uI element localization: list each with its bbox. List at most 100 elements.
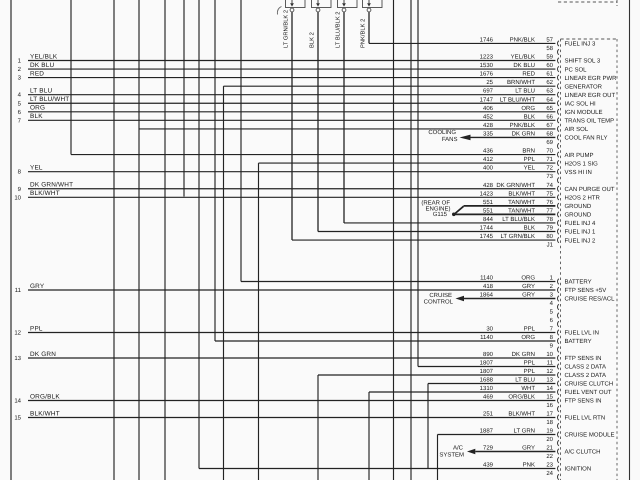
svg-text:551: 551 [483,199,494,206]
svg-text:14: 14 [546,385,553,392]
svg-text:LINEAR EGR PWR: LINEAR EGR PWR [565,75,618,82]
svg-text:J1: J1 [547,242,554,249]
svg-text:PPL: PPL [524,326,536,333]
svg-text:PNK/BLK 2: PNK/BLK 2 [360,19,367,48]
svg-text:LINEAR EGR OUT: LINEAR EGR OUT [565,92,616,99]
svg-text:FUEL LVL RTN: FUEL LVL RTN [565,415,606,422]
svg-text:729: 729 [483,445,494,452]
svg-text:GENERATOR: GENERATOR [565,83,603,90]
svg-text:10: 10 [14,194,21,201]
svg-text:CRUISE: CRUISE [429,292,452,299]
svg-text:61: 61 [546,71,553,78]
svg-text:1: 1 [550,275,554,282]
svg-text:A/C CLUTCH: A/C CLUTCH [565,449,601,456]
svg-text:CRUISE MODULE: CRUISE MODULE [565,432,615,439]
svg-text:67: 67 [546,122,553,129]
svg-text:1747: 1747 [480,96,494,103]
svg-text:VSS HI IN: VSS HI IN [565,169,592,176]
svg-text:GRY: GRY [30,283,45,290]
svg-text:YEL/BLK: YEL/BLK [511,54,535,61]
svg-text:335: 335 [483,130,494,137]
svg-text:PNK: PNK [523,462,535,469]
svg-text:BRN: BRN [522,148,535,155]
svg-text:12: 12 [546,368,553,375]
svg-text:CRUISE RES/ACL: CRUISE RES/ACL [565,296,616,303]
svg-text:30: 30 [486,326,493,333]
svg-text:74: 74 [546,182,553,189]
svg-text:LT BLU/WHT: LT BLU/WHT [30,96,69,103]
svg-text:DK GRN/WHT: DK GRN/WHT [30,182,73,189]
svg-text:14: 14 [14,398,21,405]
svg-text:25: 25 [486,79,493,86]
svg-text:63: 63 [546,88,553,95]
svg-text:428: 428 [483,182,494,189]
svg-text:TAN/WHT: TAN/WHT [508,207,535,214]
svg-text:469: 469 [483,394,494,401]
svg-text:BLK 2: BLK 2 [309,32,316,48]
svg-text:65: 65 [546,105,553,112]
svg-text:BRN/WHT: BRN/WHT [507,79,535,86]
svg-text:LT BLU: LT BLU [515,377,535,384]
svg-text:1744: 1744 [480,225,494,232]
svg-text:1310: 1310 [480,385,494,392]
svg-text:FTP SENS IN: FTP SENS IN [565,355,602,362]
svg-text:72: 72 [546,165,553,172]
svg-text:2: 2 [550,283,554,290]
svg-text:11: 11 [547,360,554,367]
svg-text:LT GRN/BLK: LT GRN/BLK [501,233,535,240]
svg-text:LT BLU/WHT: LT BLU/WHT [500,96,535,103]
svg-text:LT BLU/BLK: LT BLU/BLK [502,216,535,223]
svg-text:LT BLU: LT BLU [515,88,535,95]
svg-text:7: 7 [18,117,22,124]
svg-text:22: 22 [546,453,553,460]
svg-text:12: 12 [14,330,21,337]
svg-text:FUEL VENT OUT: FUEL VENT OUT [565,389,612,396]
svg-text:DK GRN: DK GRN [512,130,535,137]
svg-text:CLASS 2 DATA: CLASS 2 DATA [565,372,606,379]
svg-text:ORG: ORG [521,334,535,341]
svg-text:18: 18 [546,419,553,426]
svg-text:16: 16 [546,402,553,409]
svg-text:COOL FAN RLY: COOL FAN RLY [565,135,608,142]
svg-text:57: 57 [546,36,553,43]
svg-text:1807: 1807 [480,360,494,367]
svg-text:844: 844 [483,216,494,223]
svg-text:BLK/WHT: BLK/WHT [508,411,535,418]
svg-text:77: 77 [546,207,553,214]
svg-text:4: 4 [550,300,554,307]
svg-text:BLK/WHT: BLK/WHT [30,190,60,197]
svg-text:BLK: BLK [524,113,535,120]
svg-text:(REAR OF: (REAR OF [421,199,450,206]
svg-text:62: 62 [546,79,553,86]
svg-text:PPL: PPL [524,368,536,375]
svg-text:H2OS 2 HTR: H2OS 2 HTR [565,195,601,202]
svg-text:66: 66 [546,113,553,120]
svg-text:78: 78 [546,216,553,223]
svg-text:1223: 1223 [480,54,494,61]
svg-text:4: 4 [18,92,22,99]
svg-text:PPL: PPL [30,325,43,332]
svg-text:24: 24 [546,470,553,477]
svg-text:1887: 1887 [480,428,494,435]
svg-text:80: 80 [546,233,553,240]
svg-text:8: 8 [18,169,22,176]
svg-text:GROUND: GROUND [565,203,592,210]
svg-text:ORG: ORG [30,105,45,112]
svg-text:1140: 1140 [480,275,494,282]
svg-text:CONTROL: CONTROL [424,298,454,305]
svg-text:2: 2 [18,66,22,73]
svg-text:TAN/WHT: TAN/WHT [508,199,535,206]
svg-text:60: 60 [546,62,553,69]
svg-text:YEL: YEL [524,165,536,172]
svg-text:13: 13 [14,355,21,362]
svg-text:452: 452 [483,113,494,120]
svg-text:9: 9 [18,186,22,193]
svg-text:PNK/BLK: PNK/BLK [510,122,535,129]
svg-text:BLK: BLK [524,225,535,232]
svg-text:AIR PUMP: AIR PUMP [565,152,594,159]
svg-text:406: 406 [483,105,494,112]
svg-text:YEL: YEL [30,164,43,171]
svg-text:ORG/BLK: ORG/BLK [30,393,60,400]
svg-text:68: 68 [546,130,553,137]
svg-text:GRY: GRY [522,283,535,290]
